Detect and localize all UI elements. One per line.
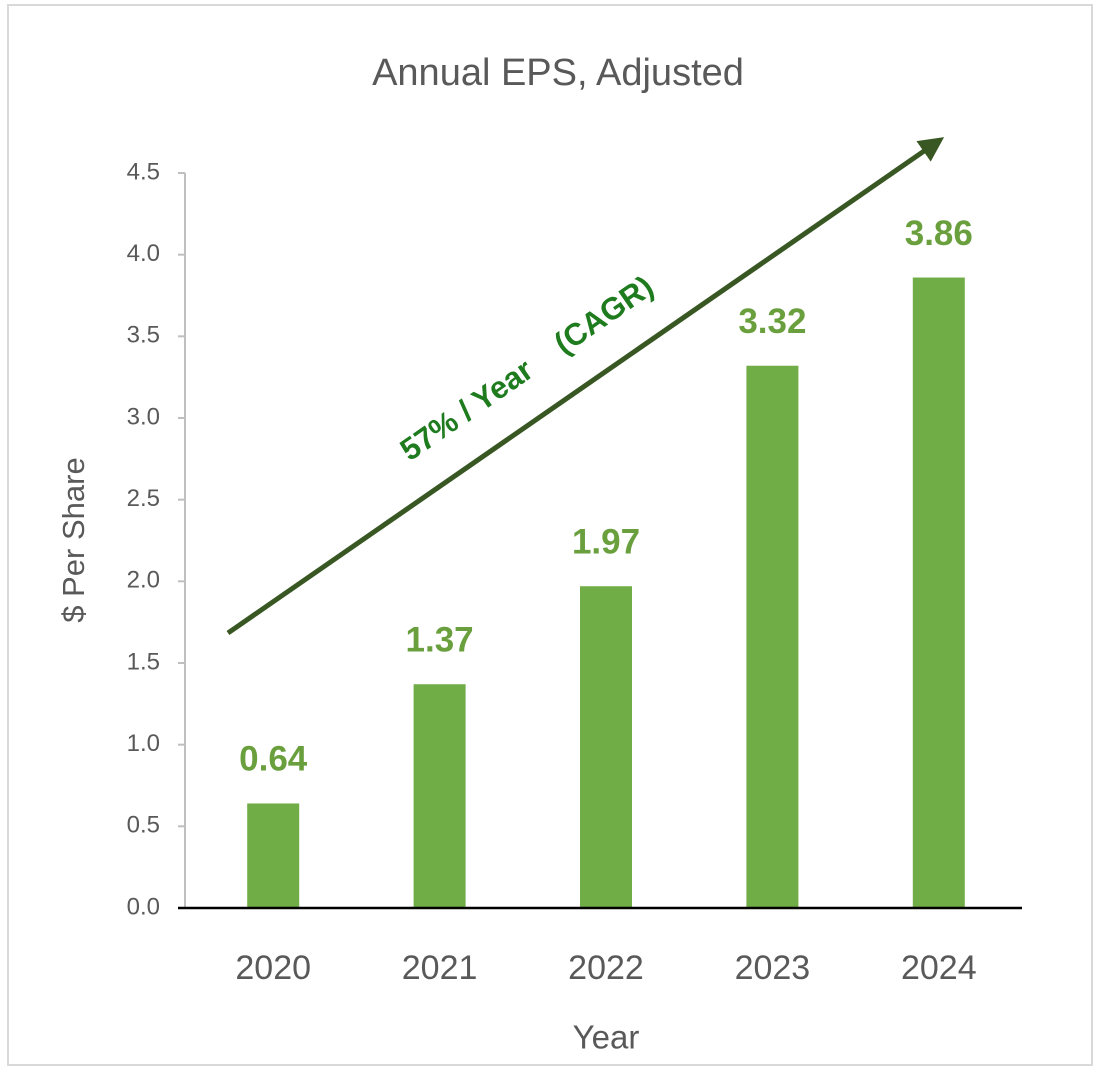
data-label: 1.97 [572, 522, 640, 561]
y-tick-label: 2.0 [127, 567, 160, 594]
y-tick-label: 4.5 [127, 158, 160, 185]
data-label: 3.32 [738, 302, 806, 341]
x-axis-label: Year [573, 1019, 640, 1056]
x-tick-label: 2020 [235, 949, 311, 987]
x-tick-label: 2023 [735, 949, 811, 987]
data-label: 3.86 [905, 214, 973, 253]
bar [746, 365, 799, 908]
y-tick-label: 2.5 [127, 485, 160, 512]
x-tick-label: 2024 [901, 949, 977, 987]
y-tick-label: 1.5 [127, 648, 160, 675]
y-tick-label: 3.0 [127, 403, 160, 430]
y-tick-label: 3.5 [127, 322, 160, 349]
x-tick-label: 2021 [402, 949, 478, 987]
y-tick-label: 0.0 [127, 893, 160, 920]
y-tick-label: 0.5 [127, 812, 160, 839]
chart-title: Annual EPS, Adjusted [372, 52, 744, 94]
y-tick-label: 1.0 [127, 730, 160, 757]
x-tick-label: 2022 [568, 949, 644, 987]
bar [912, 277, 965, 908]
data-label: 0.64 [239, 740, 308, 779]
bar [580, 586, 632, 908]
data-label: 1.37 [406, 620, 474, 659]
y-axis-label: $ Per Share [56, 457, 91, 622]
chart-border [7, 4, 1093, 1066]
y-tick-label: 4.0 [127, 240, 160, 267]
bar [247, 803, 300, 908]
trend-arrow [226, 137, 945, 636]
bar [413, 684, 466, 908]
